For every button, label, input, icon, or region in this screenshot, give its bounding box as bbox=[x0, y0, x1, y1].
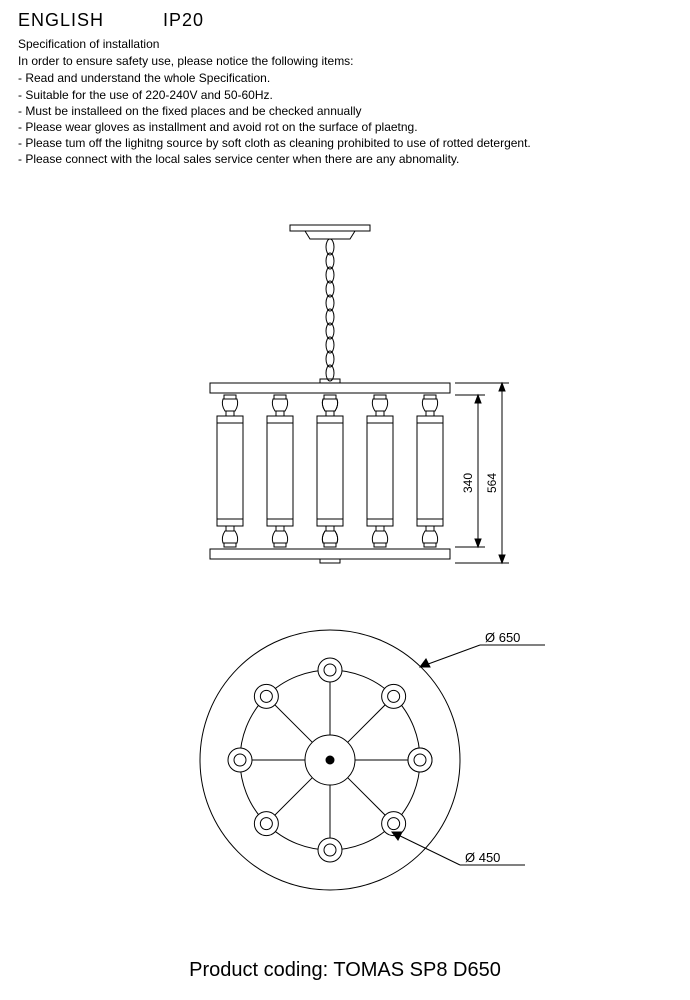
spec-title: Specification of installation bbox=[18, 36, 672, 52]
dim-height-outer: 564 bbox=[485, 473, 499, 493]
product-coding: Product coding: TOMAS SP8 D650 bbox=[0, 959, 690, 982]
technical-drawing: 340 564 Ø 650 bbox=[0, 205, 690, 925]
ip-rating: IP20 bbox=[163, 10, 204, 31]
specification-block: Specification of installation In order t… bbox=[0, 36, 690, 168]
language-label: ENGLISH bbox=[18, 10, 163, 31]
spec-item: - Please connect with the local sales se… bbox=[18, 151, 672, 167]
header-row: ENGLISH IP20 bbox=[0, 0, 690, 36]
spec-item: - Must be installeed on the fixed places… bbox=[18, 103, 672, 119]
dim-diameter-outer: Ø 650 bbox=[485, 630, 520, 645]
spec-item: - Please tum off the lighitng source by … bbox=[18, 135, 672, 151]
dim-height-inner: 340 bbox=[461, 473, 475, 493]
spec-item: - Suitable for the use of 220-240V and 5… bbox=[18, 87, 672, 103]
spec-item: - Please wear gloves as installment and … bbox=[18, 119, 672, 135]
spec-item: - Read and understand the whole Specific… bbox=[18, 70, 672, 86]
spec-intro: In order to ensure safety use, please no… bbox=[18, 53, 672, 69]
dim-diameter-inner: Ø 450 bbox=[465, 850, 500, 865]
